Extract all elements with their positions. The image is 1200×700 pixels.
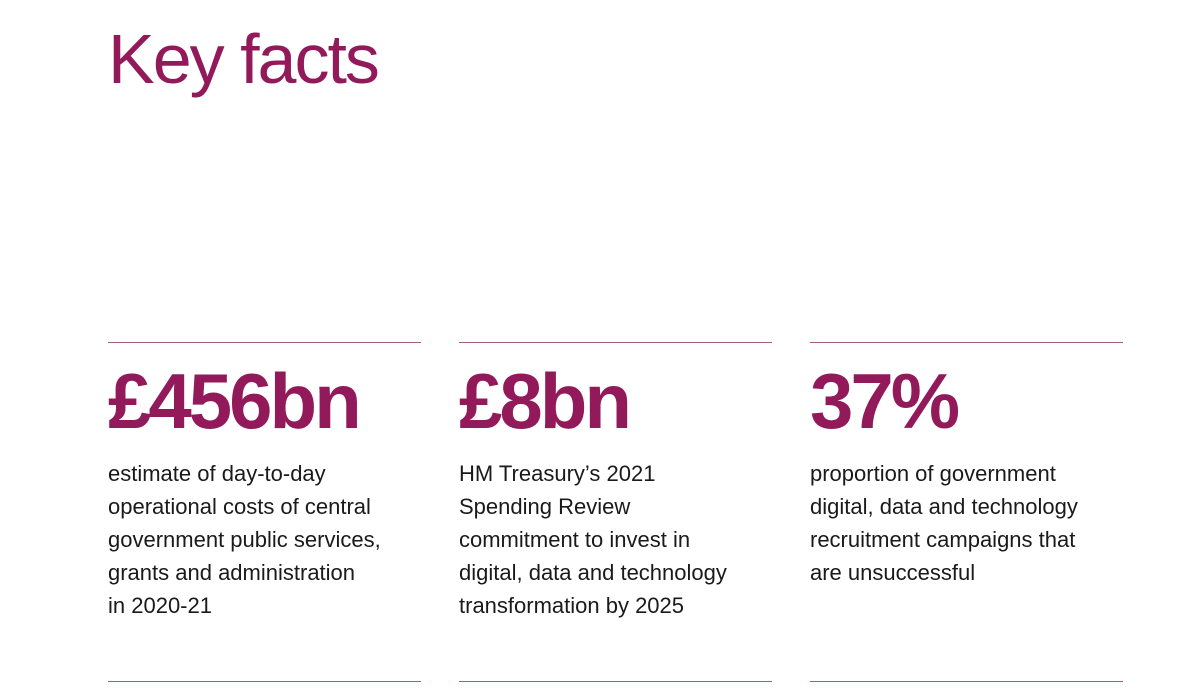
fact-description: proportion of government digital, data a… <box>810 461 1078 585</box>
fact-card-spending-review: £8bn HM Treasury’s 2021 Spending Review … <box>459 342 772 682</box>
fact-figure: 37% <box>810 357 960 445</box>
fact-figure: £456bn <box>108 357 362 445</box>
fact-description: HM Treasury’s 2021 Spending Review commi… <box>459 461 727 618</box>
fact-description: estimate of day-to-day operational costs… <box>108 461 381 618</box>
fact-card-operational-costs: £456bn estimate of day-to-day operationa… <box>108 342 421 682</box>
fact-figure: £8bn <box>459 357 632 445</box>
page-title: Key facts <box>108 20 380 98</box>
fact-card-recruitment: 37% proportion of government digital, da… <box>810 342 1123 682</box>
facts-grid: £456bn estimate of day-to-day operationa… <box>108 342 1124 682</box>
